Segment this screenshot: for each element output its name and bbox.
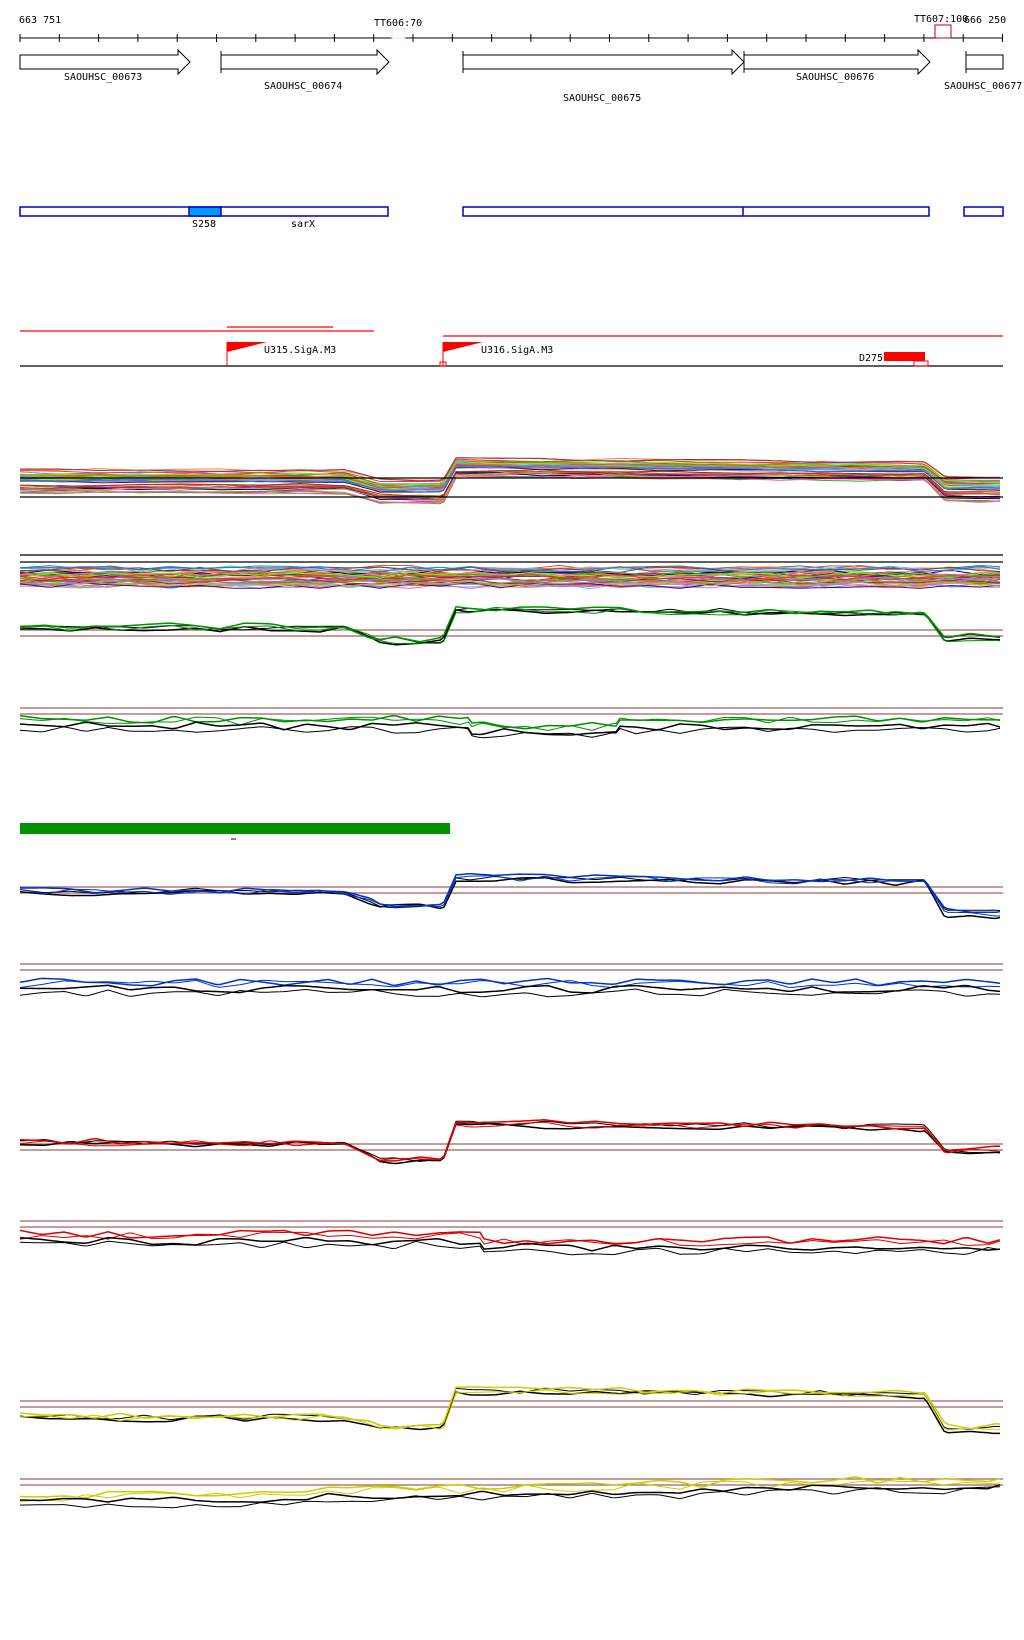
multi-series-line[interactable] <box>19 473 1000 501</box>
series-line[interactable] <box>19 977 1001 987</box>
gene-track <box>19 48 1004 76</box>
series-line[interactable] <box>20 873 1001 914</box>
segment-label-s258: S258 <box>192 219 216 230</box>
series-line[interactable] <box>19 1240 1001 1256</box>
gene-box-00677[interactable] <box>965 51 1004 73</box>
segment-box-3[interactable] <box>963 206 1004 217</box>
terminator-marker-tt607[interactable] <box>934 24 952 39</box>
gene-label-00674: SAOUHSC_00674 <box>264 81 342 92</box>
series-line[interactable] <box>20 608 1001 646</box>
series-line[interactable] <box>19 1119 1001 1162</box>
feature-d275[interactable] <box>884 352 925 361</box>
series-line[interactable] <box>19 1390 1000 1435</box>
green-bar[interactable] <box>20 823 450 834</box>
gene-label-00673: SAOUHSC_00673 <box>64 72 142 83</box>
flag-icon <box>443 342 483 352</box>
series-line[interactable] <box>19 1486 1001 1509</box>
gene-arrow-00673[interactable] <box>19 48 191 76</box>
gene-arrow-00674[interactable] <box>220 48 390 76</box>
segment-track <box>19 206 1004 217</box>
feature-label-d275: D275 <box>859 353 883 364</box>
series-line[interactable] <box>19 1483 1001 1503</box>
series-line[interactable] <box>19 988 1001 998</box>
ruler-end-label: 666 250 <box>964 15 1006 26</box>
gene-label-00676: SAOUHSC_00676 <box>796 72 874 83</box>
gene-label-00675: SAOUHSC_00675 <box>563 93 641 104</box>
ruler-ticks <box>19 34 1003 42</box>
series-line[interactable] <box>19 721 1001 736</box>
gene-arrow-00676[interactable] <box>743 48 931 76</box>
multi-series-line[interactable] <box>19 463 1000 488</box>
series-line[interactable] <box>19 1231 1001 1247</box>
segment-label-sarx: sarX <box>291 219 315 230</box>
multi-series-line[interactable] <box>19 574 1001 581</box>
gene-label-00677: SAOUHSC_00677 <box>944 81 1022 92</box>
multi-series-line[interactable] <box>19 565 1001 573</box>
multi-series-line[interactable] <box>19 582 1001 589</box>
promoter-flag-u315[interactable] <box>226 342 267 366</box>
promoter-label-u316: U316.SigA.M3 <box>481 345 553 356</box>
series-line[interactable] <box>19 1229 1001 1245</box>
ruler-start-label: 663 751 <box>19 15 61 26</box>
promoter-flag-u316[interactable] <box>439 342 483 367</box>
terminator-label-tt606: TT606:70 <box>374 18 422 29</box>
expression-tracks <box>19 457 1003 1509</box>
series-line[interactable] <box>19 726 1001 739</box>
series-line[interactable] <box>19 875 1001 911</box>
multi-series-line[interactable] <box>19 577 1001 584</box>
multi-series-line[interactable] <box>20 465 1001 493</box>
promoter-track <box>20 326 1003 337</box>
multi-series-line[interactable] <box>19 461 1001 486</box>
segment-box-2[interactable] <box>462 206 930 217</box>
series-line[interactable] <box>19 716 1001 732</box>
series-line[interactable] <box>19 605 1001 643</box>
promoter-label-u315: U315.SigA.M3 <box>264 345 336 356</box>
series-line[interactable] <box>19 979 1001 989</box>
multi-series-line[interactable] <box>19 472 1001 500</box>
multi-series-line[interactable] <box>19 569 1001 576</box>
series-line[interactable] <box>19 1386 1001 1430</box>
series-line[interactable] <box>19 1389 1001 1431</box>
multi-series-line[interactable] <box>19 578 1000 585</box>
flag-icon <box>227 342 267 352</box>
multi-series-line[interactable] <box>19 469 1000 497</box>
multi-series-line[interactable] <box>20 457 1000 482</box>
series-line[interactable] <box>19 875 1001 917</box>
terminator-marker-tt606[interactable] <box>391 28 406 39</box>
multi-series-line[interactable] <box>19 572 1000 579</box>
series-line[interactable] <box>19 1236 1001 1252</box>
multi-series-line[interactable] <box>20 565 1001 573</box>
series-line[interactable] <box>19 876 1001 920</box>
terminator-label-tt607: TT607:100 <box>914 14 968 25</box>
multi-series-line[interactable] <box>20 476 1001 505</box>
segment-s258[interactable] <box>188 206 222 217</box>
series-line[interactable] <box>19 984 1001 994</box>
gene-arrow-00675[interactable] <box>462 48 745 76</box>
series-line[interactable] <box>19 1479 1001 1502</box>
coordinate-ruler: 663 751 666 250 TT606:70 TT607:100 <box>19 14 1006 42</box>
